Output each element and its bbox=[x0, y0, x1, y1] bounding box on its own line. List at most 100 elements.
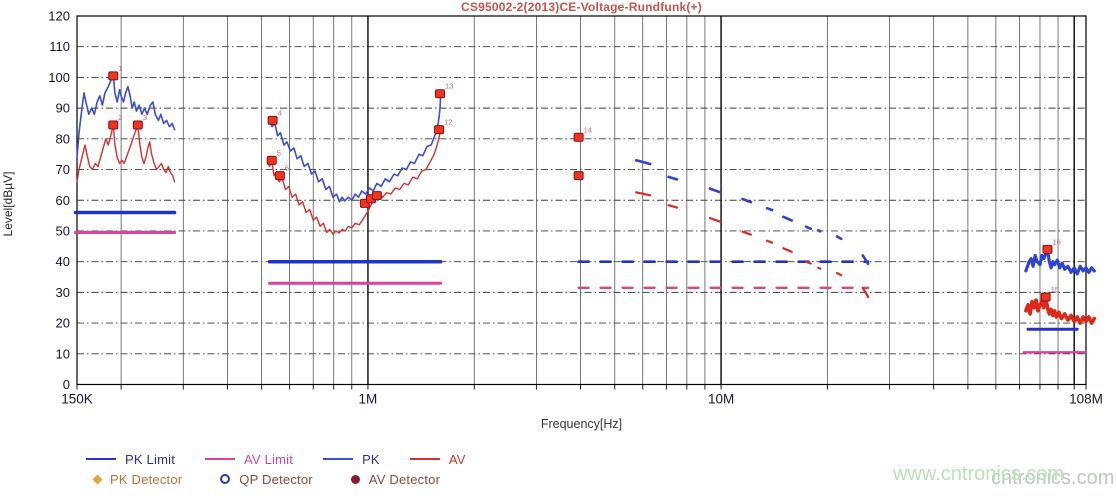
legend-item-pk-detector: PK Detector bbox=[86, 472, 182, 487]
series-av-sw-16m bbox=[804, 260, 812, 265]
pk-detector-diamond-icon bbox=[92, 474, 103, 484]
series-pk-sw-25m bbox=[741, 197, 753, 204]
trace-av-sw-19m bbox=[782, 247, 793, 253]
series-pk-sw-22m bbox=[765, 206, 774, 212]
y-tick-label: 120 bbox=[48, 9, 70, 24]
trace-av-fm bbox=[1024, 295, 1097, 325]
trace-pk-sw-25m bbox=[741, 197, 753, 204]
peak-marker-label: 13 bbox=[445, 82, 453, 91]
watermark-text: www.cntronics.com bbox=[893, 463, 1065, 485]
peak-marker bbox=[108, 71, 119, 81]
series-pk-mw bbox=[268, 96, 442, 203]
y-tick-label: 40 bbox=[56, 254, 70, 269]
series-av-sw-13m bbox=[835, 271, 843, 277]
trace-av-sw-22m bbox=[765, 239, 774, 244]
gridlines-vertical bbox=[120, 16, 1075, 385]
series-pk-fm bbox=[1024, 247, 1096, 276]
trace-pk-lw bbox=[76, 75, 176, 159]
series-av-mw bbox=[267, 128, 442, 235]
peak-marker-label: 6 bbox=[285, 164, 289, 173]
y-tick-labels: 0 10 20 30 40 50 60 70 80 90 100 110 120 bbox=[48, 9, 70, 393]
trace-pk-sw-41m bbox=[667, 175, 679, 181]
trace-av-sw-31m bbox=[708, 217, 722, 223]
peak-marker-label: 4 bbox=[278, 108, 282, 117]
peak-marker-label: 3 bbox=[143, 113, 147, 122]
trace-pk-sw-13m bbox=[835, 235, 843, 241]
peak-marker bbox=[573, 132, 584, 142]
peak-marker-label: 5 bbox=[277, 148, 281, 157]
x-tick-marks bbox=[76, 384, 1087, 390]
trace-av-sw-15m bbox=[817, 266, 822, 270]
peak-marker bbox=[266, 155, 277, 165]
peak-marker bbox=[274, 171, 285, 181]
trace-pk-sw-15m bbox=[816, 229, 822, 233]
trace-av-mw bbox=[267, 128, 442, 235]
peak-marker bbox=[573, 171, 584, 181]
y-tick-label: 100 bbox=[48, 70, 70, 85]
legend-item-av-limit: AV Limit bbox=[205, 452, 293, 467]
x-tick-label: 1M bbox=[359, 392, 378, 407]
gridlines-horizontal bbox=[77, 46, 1086, 355]
peak-marker bbox=[435, 89, 446, 99]
y-tick-label: 90 bbox=[56, 101, 70, 116]
y-tick-label: 20 bbox=[56, 316, 70, 331]
legend-label-av-detector: AV Detector bbox=[368, 471, 441, 487]
chart-title: CS95002-2(2013)CE-Voltage-Rundfunk(+) bbox=[461, 0, 702, 14]
legend-item-av-detector: AV Detector bbox=[343, 472, 440, 487]
peak-marker bbox=[1042, 244, 1053, 254]
peak-marker-label: 1 bbox=[118, 64, 122, 73]
series-pk-sw-19m bbox=[781, 215, 794, 222]
chart-canvas: 0 10 20 30 40 50 60 70 80 90 100 110 120 150K 1M 10M 108… bbox=[48, 9, 1103, 407]
legend-label-av-limit: AV Limit bbox=[244, 451, 294, 467]
legend-item-av: AV bbox=[409, 452, 466, 467]
y-tick-label: 50 bbox=[56, 223, 70, 238]
series-pk-sw-15m bbox=[816, 229, 822, 233]
series-av-lw bbox=[76, 124, 176, 183]
trace-pk-sw-22m bbox=[765, 206, 774, 212]
x-tick-labels: 150K 1M 10M 108M bbox=[61, 392, 1103, 407]
series-pk-lw bbox=[76, 75, 176, 159]
av-line-swatch bbox=[409, 458, 440, 460]
x-tick-label: 10M bbox=[708, 392, 734, 407]
y-tick-label: 0 bbox=[63, 377, 70, 392]
pk-line-swatch bbox=[323, 458, 354, 460]
trace-pk-mw bbox=[268, 96, 442, 203]
trace-av-lw bbox=[76, 124, 176, 183]
trace-av-sw-11m bbox=[861, 286, 870, 299]
trace-pk-sw-19m bbox=[781, 215, 794, 222]
av-detector-dot-icon bbox=[350, 474, 360, 484]
qp-detector-circle-icon bbox=[220, 474, 231, 484]
legend-label-qp-detector: QP Detector bbox=[239, 471, 313, 487]
peak-marker bbox=[267, 115, 278, 125]
series-av-sw-31m bbox=[708, 217, 722, 223]
trace-pk-sw-11m bbox=[861, 254, 870, 266]
series-av-fm bbox=[1024, 295, 1097, 325]
legend-label-pk-detector: PK Detector bbox=[110, 471, 183, 487]
series-pk-sw-16m bbox=[804, 225, 813, 231]
series-av-sw-49m bbox=[635, 191, 652, 197]
peak-marker bbox=[371, 191, 382, 201]
y-tick-label: 70 bbox=[56, 162, 70, 177]
peak-marker-label: 14 bbox=[584, 125, 592, 134]
y-axis-title: Level[dBµV] bbox=[1, 171, 15, 237]
peak-marker-label: 15 bbox=[1051, 285, 1059, 294]
peak-marker bbox=[434, 125, 445, 135]
chart-legend: PK Limit AV Limit PK AV PK Detector QP Detec… bbox=[86, 449, 496, 489]
series-av-sw-41m bbox=[667, 204, 679, 209]
peak-marker bbox=[1040, 292, 1051, 302]
av-limit-line-swatch bbox=[205, 458, 236, 460]
trace-pk-sw-31m bbox=[708, 187, 722, 194]
peak-marker-label: 16 bbox=[1052, 237, 1060, 246]
series-av-sw-25m bbox=[741, 230, 753, 236]
legend-item-qp-detector: QP Detector bbox=[212, 472, 313, 487]
peak-marker bbox=[132, 120, 143, 130]
trace-pk-sw-16m bbox=[804, 225, 813, 231]
x-axis-title: Frequency[Hz] bbox=[540, 417, 623, 431]
peak-marker bbox=[108, 120, 119, 130]
legend-label-pk-limit: PK Limit bbox=[125, 451, 176, 467]
pk-limit-line-swatch bbox=[86, 458, 116, 460]
series-av-sw-11m bbox=[861, 286, 870, 299]
series-av-sw-22m bbox=[765, 239, 774, 244]
